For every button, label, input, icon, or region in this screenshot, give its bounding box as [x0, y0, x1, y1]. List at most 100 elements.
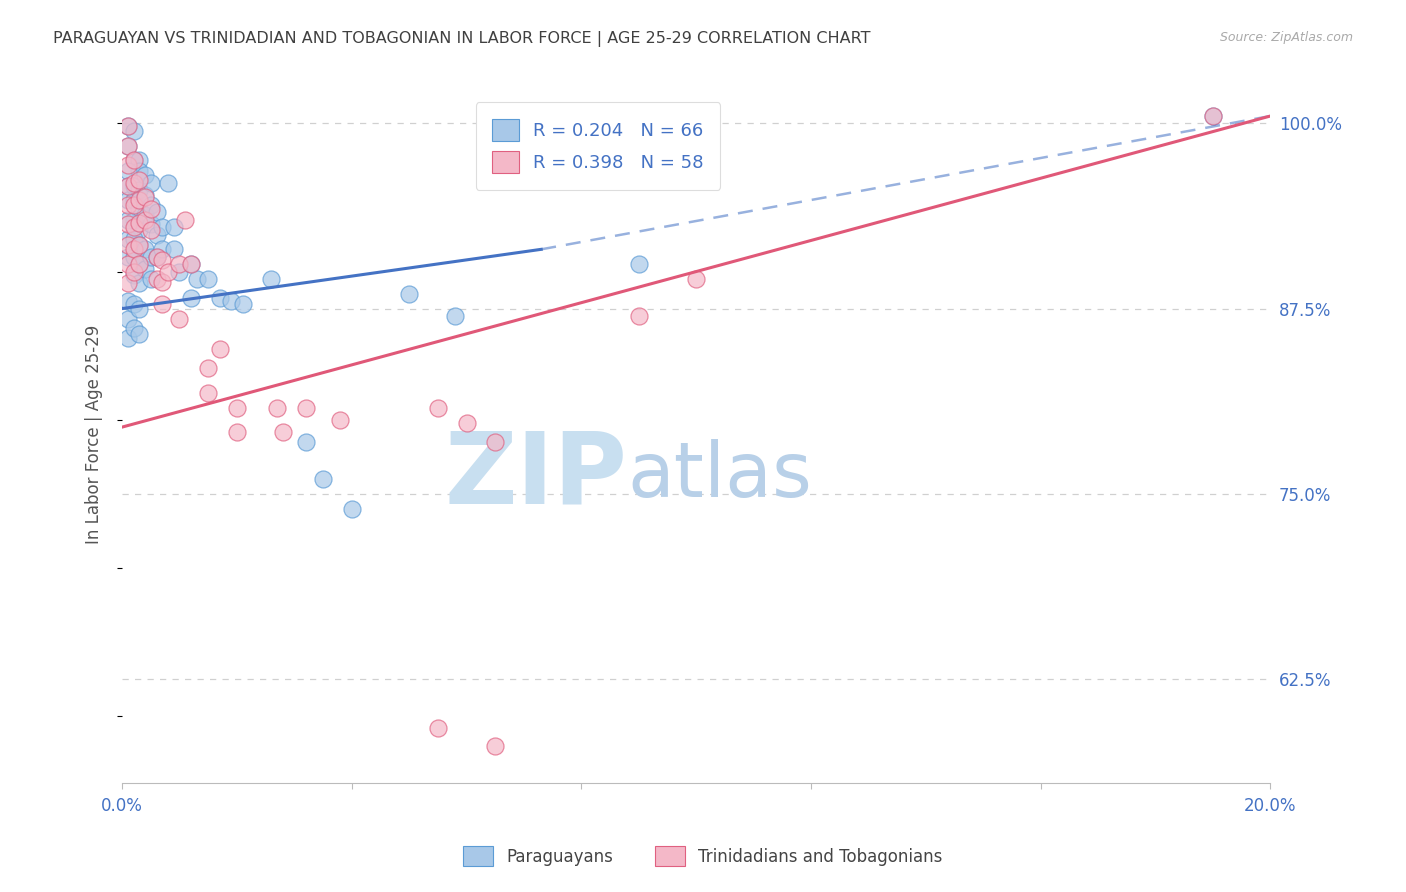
- Point: [169, 257, 191, 271]
- Point: [139, 217, 162, 231]
- Text: PARAGUAYAN VS TRINIDADIAN AND TOBAGONIAN IN LABOR FORCE | AGE 25-29 CORRELATION : PARAGUAYAN VS TRINIDADIAN AND TOBAGONIAN…: [53, 31, 870, 47]
- Point: [128, 172, 150, 186]
- Point: [685, 272, 707, 286]
- Point: [117, 198, 139, 212]
- Point: [134, 261, 156, 276]
- Point: [197, 386, 219, 401]
- Point: [426, 401, 449, 415]
- Point: [128, 238, 150, 252]
- Point: [150, 275, 173, 289]
- Text: Source: ZipAtlas.com: Source: ZipAtlas.com: [1219, 31, 1353, 45]
- Point: [122, 232, 145, 246]
- Point: [128, 183, 150, 197]
- Point: [232, 297, 254, 311]
- Point: [122, 250, 145, 264]
- Point: [122, 178, 145, 193]
- Point: [484, 739, 506, 753]
- Legend: Paraguayans, Trinidadians and Tobagonians: Paraguayans, Trinidadians and Tobagonian…: [457, 839, 949, 873]
- Point: [134, 187, 156, 202]
- Point: [128, 202, 150, 217]
- Point: [145, 227, 167, 242]
- Point: [117, 163, 139, 178]
- Point: [219, 294, 242, 309]
- Point: [180, 291, 202, 305]
- Point: [117, 277, 139, 291]
- Point: [122, 176, 145, 190]
- Point: [122, 153, 145, 168]
- Point: [117, 294, 139, 309]
- Point: [1202, 109, 1225, 123]
- Point: [117, 312, 139, 326]
- Point: [169, 264, 191, 278]
- Y-axis label: In Labor Force | Age 25-29: In Labor Force | Age 25-29: [86, 325, 103, 544]
- Point: [294, 434, 316, 449]
- Point: [340, 501, 363, 516]
- Text: atlas: atlas: [627, 439, 813, 513]
- Point: [117, 257, 139, 271]
- Point: [128, 163, 150, 178]
- Point: [197, 272, 219, 286]
- Point: [122, 321, 145, 335]
- Point: [156, 264, 179, 278]
- Point: [117, 120, 139, 134]
- Point: [139, 198, 162, 212]
- Point: [134, 168, 156, 182]
- Point: [117, 232, 139, 246]
- Point: [117, 331, 139, 345]
- Point: [329, 413, 352, 427]
- Point: [117, 250, 139, 264]
- Point: [260, 272, 283, 286]
- Point: [128, 153, 150, 168]
- Point: [627, 309, 650, 323]
- Point: [128, 277, 150, 291]
- Point: [128, 194, 150, 208]
- Legend: R = 0.204   N = 66, R = 0.398   N = 58: R = 0.204 N = 66, R = 0.398 N = 58: [475, 103, 720, 190]
- Point: [128, 326, 150, 341]
- Point: [139, 250, 162, 264]
- Point: [122, 264, 145, 278]
- Point: [150, 297, 173, 311]
- Point: [134, 212, 156, 227]
- Point: [426, 721, 449, 735]
- Point: [128, 216, 150, 230]
- Point: [294, 401, 316, 415]
- Point: [312, 472, 335, 486]
- Point: [117, 194, 139, 208]
- Point: [197, 360, 219, 375]
- Point: [225, 425, 247, 439]
- Point: [117, 158, 139, 172]
- Point: [122, 194, 145, 208]
- Point: [134, 190, 156, 204]
- Point: [145, 205, 167, 219]
- Point: [128, 257, 150, 271]
- Point: [122, 297, 145, 311]
- Point: [128, 301, 150, 316]
- Point: [134, 208, 156, 222]
- Point: [150, 252, 173, 267]
- Point: [627, 257, 650, 271]
- Point: [128, 223, 150, 237]
- Point: [122, 198, 145, 212]
- Point: [128, 257, 150, 271]
- Point: [444, 309, 467, 323]
- Point: [271, 425, 294, 439]
- Point: [122, 153, 145, 168]
- Point: [145, 250, 167, 264]
- Point: [122, 124, 145, 138]
- Point: [456, 416, 478, 430]
- Point: [208, 342, 231, 356]
- Point: [117, 238, 139, 252]
- Point: [163, 243, 186, 257]
- Point: [128, 238, 150, 252]
- Point: [225, 401, 247, 415]
- Point: [1202, 109, 1225, 123]
- Point: [117, 178, 139, 193]
- Point: [266, 401, 288, 415]
- Point: [117, 212, 139, 227]
- Point: [180, 257, 202, 271]
- Point: [145, 272, 167, 286]
- Point: [139, 272, 162, 286]
- Point: [122, 268, 145, 282]
- Point: [398, 286, 420, 301]
- Point: [156, 176, 179, 190]
